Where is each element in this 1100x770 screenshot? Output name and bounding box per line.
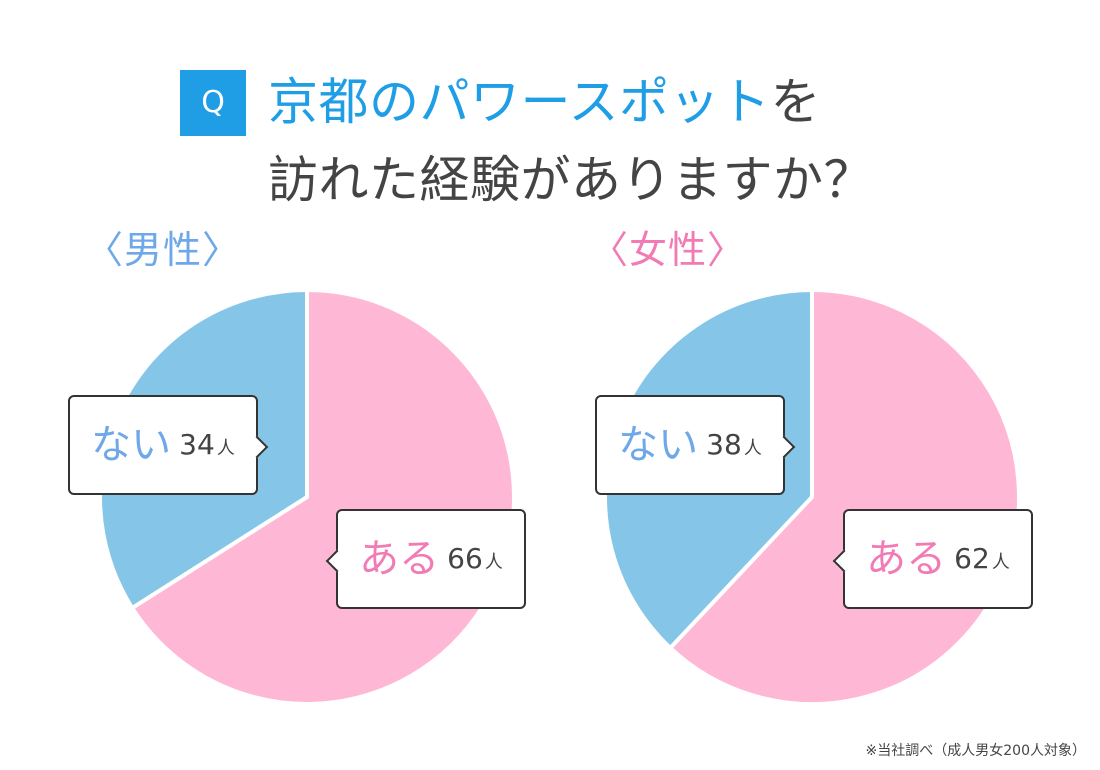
male-no-callout: ない 34 人 xyxy=(68,395,258,495)
male-no-unit: 人 xyxy=(216,438,235,459)
male-chart: 〈男性〉 ない 34 人 ある 66 人 xyxy=(68,228,545,731)
female-no-unit: 人 xyxy=(743,438,762,459)
male-yes-callout: ある 66 人 xyxy=(336,509,526,609)
female-no-label: ない xyxy=(618,422,699,468)
male-pie-slices xyxy=(98,287,516,706)
question-particle: を xyxy=(770,73,821,131)
female-yes-label: ある xyxy=(866,536,947,582)
question-title: Q 京都のパワースポットを 訪れた経験がありますか？ xyxy=(180,65,940,225)
male-pie xyxy=(98,287,516,706)
female-yes-value: 62 xyxy=(954,542,990,575)
female-chart: 〈女性〉 ない 38 人 ある 62 人 xyxy=(590,231,1050,731)
male-yes-unit: 人 xyxy=(484,552,503,573)
female-no-callout: ない 38 人 xyxy=(595,395,785,495)
question-badge: Q xyxy=(180,70,246,136)
female-yes-unit: 人 xyxy=(991,552,1010,573)
female-no-value: 38 xyxy=(706,428,742,461)
female-pie-slices xyxy=(603,287,1021,706)
male-no-value: 34 xyxy=(179,428,215,461)
female-chart-title: 〈女性〉 xyxy=(590,228,747,272)
question-highlight: 京都のパワースポット xyxy=(268,73,771,131)
female-yes-callout: ある 62 人 xyxy=(843,509,1033,609)
male-no-label: ない xyxy=(91,422,172,468)
question-line-2: 訪れた経験がありますか？ xyxy=(268,151,874,209)
question-line-1: 京都のパワースポットを xyxy=(268,77,821,127)
female-pie xyxy=(603,287,1021,706)
male-chart-title: 〈男性〉 xyxy=(85,228,242,272)
male-yes-label: ある xyxy=(359,536,440,582)
source-footnote: ※当社調べ（成人男女200人対象） xyxy=(865,743,1086,759)
male-yes-value: 66 xyxy=(447,542,483,575)
